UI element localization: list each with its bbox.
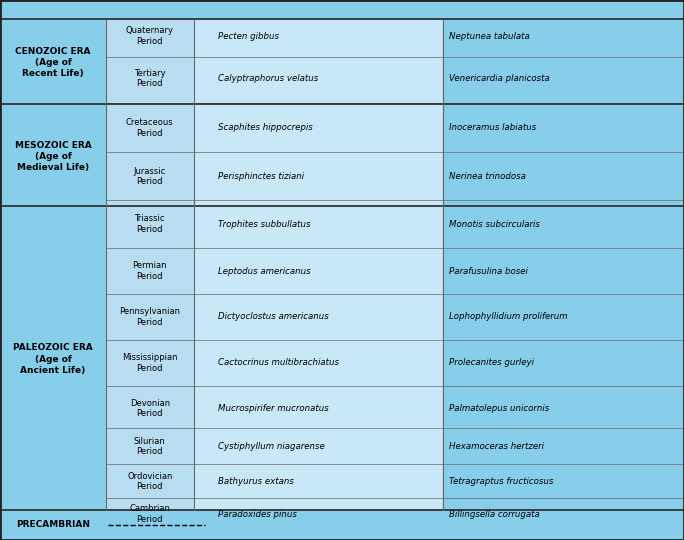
Text: Hexamoceras hertzeri: Hexamoceras hertzeri [449, 442, 544, 451]
Text: Mississippian
Period: Mississippian Period [122, 353, 178, 373]
Bar [0, 19, 106, 510]
Text: Inoceramus labiatus: Inoceramus labiatus [449, 124, 536, 132]
Text: Prolecanites gurleyi: Prolecanites gurleyi [449, 359, 534, 367]
Text: Permian
Period: Permian Period [133, 261, 167, 281]
Text: Perisphinctes tiziani: Perisphinctes tiziani [218, 172, 304, 181]
Text: Tetragraptus fructicosus: Tetragraptus fructicosus [449, 477, 553, 486]
Text: Silurian
Period: Silurian Period [134, 437, 166, 456]
Text: Neptunea tabulata: Neptunea tabulata [449, 32, 529, 40]
Text: PALEOZOIC ERA
(Age of
Ancient Life): PALEOZOIC ERA (Age of Ancient Life) [13, 343, 93, 375]
Text: Tertiary
Period: Tertiary Period [134, 69, 166, 88]
Text: Parafusulina bosei: Parafusulina bosei [449, 267, 527, 275]
Bar [194, 19, 443, 510]
Text: Ordovician
Period: Ordovician Period [127, 472, 172, 491]
Bar [443, 19, 684, 510]
Text: Quaternary
Period: Quaternary Period [126, 26, 174, 46]
Bar [106, 19, 194, 510]
Text: Pecten gibbus: Pecten gibbus [218, 32, 278, 40]
Text: Devonian
Period: Devonian Period [130, 399, 170, 418]
Text: Scaphites hippocrepis: Scaphites hippocrepis [218, 124, 313, 132]
Text: Nerinea trinodosa: Nerinea trinodosa [449, 172, 525, 181]
Text: CENOZOIC ERA
(Age of
Recent Life): CENOZOIC ERA (Age of Recent Life) [15, 46, 91, 78]
Text: Leptodus americanus: Leptodus americanus [218, 267, 310, 275]
Text: Jurassic
Period: Jurassic Period [133, 167, 166, 186]
Text: Paradoxides pinus: Paradoxides pinus [218, 510, 296, 518]
Text: Trophites subbullatus: Trophites subbullatus [218, 220, 310, 228]
Text: Lophophyllidium proliferum: Lophophyllidium proliferum [449, 313, 567, 321]
Text: Triassic
Period: Triassic Period [135, 214, 165, 234]
Text: Monotis subcircularis: Monotis subcircularis [449, 220, 540, 228]
Text: Dictyoclostus americanus: Dictyoclostus americanus [218, 313, 328, 321]
Text: PRECAMBRIAN: PRECAMBRIAN [16, 521, 90, 529]
Text: Bathyurus extans: Bathyurus extans [218, 477, 293, 486]
Text: Cambrian
Period: Cambrian Period [129, 504, 170, 524]
Text: Pennsylvanian
Period: Pennsylvanian Period [119, 307, 181, 327]
Text: Mucrospirifer mucronatus: Mucrospirifer mucronatus [218, 404, 328, 413]
Text: Palmatolepus unicornis: Palmatolepus unicornis [449, 404, 549, 413]
Text: MESOZOIC ERA
(Age of
Medieval Life): MESOZOIC ERA (Age of Medieval Life) [14, 141, 92, 172]
Text: Cactocrinus multibrachiatus: Cactocrinus multibrachiatus [218, 359, 339, 367]
Text: Cystiphyllum niagarense: Cystiphyllum niagarense [218, 442, 324, 451]
Text: Cretaceous
Period: Cretaceous Period [126, 118, 174, 138]
Text: Venericardia planicosta: Venericardia planicosta [449, 74, 549, 83]
Text: Calyptraphorus velatus: Calyptraphorus velatus [218, 74, 318, 83]
Bar [0, 510, 684, 540]
Text: Billingsella corrugata: Billingsella corrugata [449, 510, 540, 518]
